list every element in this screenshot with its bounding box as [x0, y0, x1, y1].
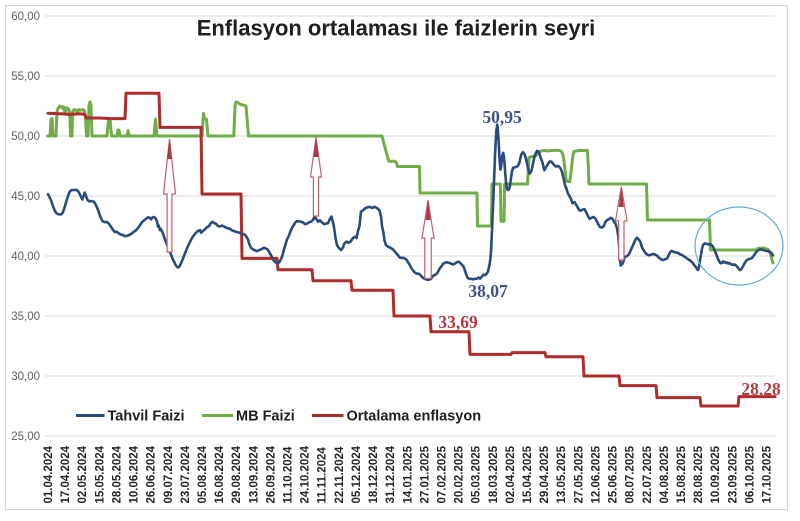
svg-text:18.12.2024: 18.12.2024	[368, 445, 380, 503]
svg-text:50,00: 50,00	[11, 131, 40, 143]
svg-text:26.06.2024: 26.06.2024	[146, 445, 158, 503]
svg-text:13.05.2025: 13.05.2025	[556, 445, 568, 503]
svg-text:23.09.2025: 23.09.2025	[727, 445, 739, 503]
svg-text:27.05.2025: 27.05.2025	[573, 445, 585, 503]
svg-text:11.11.2024: 11.11.2024	[317, 447, 329, 504]
svg-text:Enflasyon ortalaması ile faizl: Enflasyon ortalaması ile faizlerin seyri	[197, 16, 596, 41]
svg-text:MB Faizi: MB Faizi	[236, 409, 295, 425]
svg-text:22.07.2025: 22.07.2025	[642, 445, 654, 503]
svg-text:25,00: 25,00	[11, 431, 40, 443]
svg-text:05.12.2024: 05.12.2024	[351, 445, 363, 503]
svg-text:22.11.2024: 22.11.2024	[334, 446, 346, 504]
svg-text:16.08.2024: 16.08.2024	[214, 445, 226, 503]
svg-text:38,07: 38,07	[468, 281, 508, 301]
svg-text:31.12.2024: 31.12.2024	[385, 445, 397, 503]
svg-text:13.09.2024: 13.09.2024	[248, 445, 260, 503]
svg-text:11.10.2024: 11.10.2024	[283, 446, 295, 504]
svg-text:05.08.2024: 05.08.2024	[197, 445, 209, 503]
svg-text:09.07.2024: 09.07.2024	[163, 445, 175, 503]
svg-text:45,00: 45,00	[11, 191, 40, 203]
svg-text:07.02.2025: 07.02.2025	[437, 445, 449, 503]
svg-text:23.07.2024: 23.07.2024	[180, 445, 192, 503]
svg-text:50,95: 50,95	[482, 107, 522, 127]
svg-text:30,00: 30,00	[11, 371, 40, 383]
svg-text:02.05.2024: 02.05.2024	[77, 445, 89, 503]
svg-text:35,00: 35,00	[11, 311, 40, 323]
svg-text:29.08.2024: 29.08.2024	[231, 445, 243, 503]
svg-text:18.03.2025: 18.03.2025	[488, 445, 500, 503]
svg-text:10.06.2024: 10.06.2024	[129, 445, 141, 503]
svg-text:26.09.2024: 26.09.2024	[265, 445, 277, 503]
svg-text:12.06.2025: 12.06.2025	[591, 445, 603, 503]
svg-text:28.08.2025: 28.08.2025	[693, 445, 705, 503]
svg-text:27.01.2025: 27.01.2025	[419, 445, 431, 503]
svg-text:60,00: 60,00	[11, 11, 40, 23]
svg-text:17.10.2025: 17.10.2025	[762, 445, 774, 503]
svg-text:06.10.2025: 06.10.2025	[744, 445, 756, 503]
svg-text:01.04.2024: 01.04.2024	[43, 445, 55, 503]
svg-text:02.04.2025: 02.04.2025	[505, 445, 517, 503]
svg-text:05.03.2025: 05.03.2025	[471, 445, 483, 503]
svg-text:20.02.2025: 20.02.2025	[454, 445, 466, 503]
svg-text:33,69: 33,69	[438, 312, 478, 332]
svg-text:10.09.2025: 10.09.2025	[710, 445, 722, 503]
svg-text:25.06.2025: 25.06.2025	[608, 445, 620, 503]
svg-text:28.05.2024: 28.05.2024	[111, 445, 123, 503]
svg-text:55,00: 55,00	[11, 71, 40, 83]
svg-text:24.10.2024: 24.10.2024	[300, 445, 312, 503]
svg-text:15.08.2025: 15.08.2025	[676, 445, 688, 503]
svg-text:08.07.2025: 08.07.2025	[625, 445, 637, 503]
svg-text:Ortalama enflasyon: Ortalama enflasyon	[347, 409, 482, 425]
svg-text:Tahvil Faizi: Tahvil Faizi	[108, 409, 185, 425]
svg-text:40,00: 40,00	[11, 251, 40, 263]
svg-text:14.01.2025: 14.01.2025	[402, 445, 414, 503]
svg-text:29.04.2025: 29.04.2025	[539, 445, 551, 503]
svg-text:17.04.2024: 17.04.2024	[60, 445, 72, 503]
svg-text:15.04.2025: 15.04.2025	[522, 445, 534, 503]
svg-text:04.08.2025: 04.08.2025	[659, 445, 671, 503]
svg-text:15.05.2024: 15.05.2024	[94, 445, 106, 503]
svg-text:28,28: 28,28	[741, 379, 781, 399]
